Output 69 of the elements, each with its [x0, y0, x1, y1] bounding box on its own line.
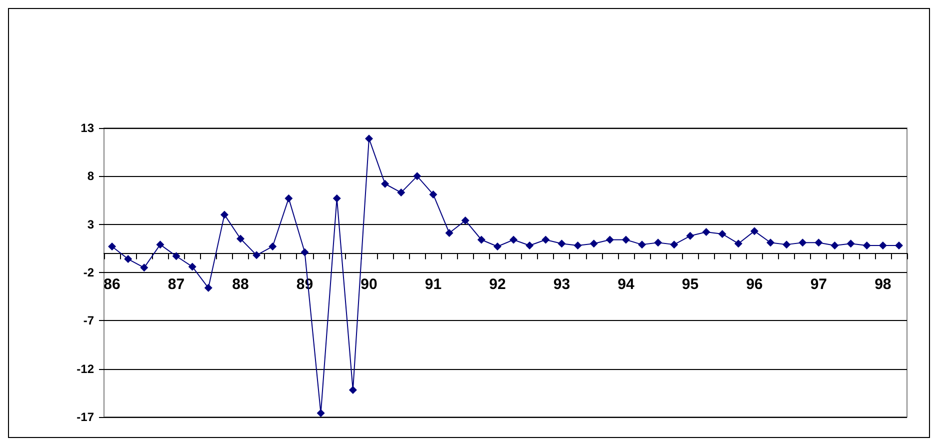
point [156, 240, 164, 249]
point [172, 252, 180, 260]
point [381, 180, 390, 188]
x-tick-label: 87 [168, 276, 185, 294]
x-tick-label: 98 [874, 276, 892, 294]
point [846, 240, 855, 248]
point [493, 242, 502, 250]
point [862, 242, 871, 250]
point [236, 234, 245, 243]
point [878, 242, 887, 250]
point [574, 242, 582, 250]
point [654, 238, 662, 247]
point [108, 242, 116, 250]
point [316, 409, 325, 418]
point [510, 236, 518, 244]
x-tick-label: 96 [746, 276, 763, 294]
x-tick-label: 91 [424, 276, 442, 294]
y-tick-label: -2 [83, 266, 94, 280]
point [284, 194, 293, 202]
point [413, 172, 422, 180]
y-tick-label: 3 [87, 217, 94, 232]
point [750, 227, 758, 236]
x-tick-label: 88 [232, 276, 249, 294]
point [188, 262, 196, 271]
point [477, 236, 486, 244]
point [445, 229, 454, 238]
point [894, 242, 903, 250]
y-tick-label: 8 [87, 169, 94, 184]
point [220, 210, 228, 219]
x-tick-label: 94 [618, 276, 635, 294]
point [542, 236, 550, 244]
point [348, 386, 357, 394]
point [782, 240, 791, 249]
point [140, 264, 148, 272]
point [830, 242, 839, 250]
point [204, 284, 212, 292]
point [364, 134, 373, 143]
point [461, 216, 470, 224]
y-tick-label: -7 [83, 314, 94, 328]
point [670, 240, 678, 249]
point [814, 238, 823, 247]
point [526, 242, 534, 250]
point [332, 194, 341, 202]
y-tick-label: -17 [76, 410, 94, 424]
point [718, 230, 726, 238]
point [429, 190, 438, 198]
y-tick-label: 13 [80, 121, 94, 135]
y-tick-label: -12 [76, 362, 94, 376]
point [252, 251, 261, 260]
point [397, 188, 406, 197]
point [686, 232, 694, 240]
point [268, 242, 277, 250]
point [124, 255, 132, 264]
point [766, 238, 774, 247]
x-tick-label: 95 [682, 276, 699, 294]
x-tick-label: 97 [810, 276, 828, 294]
x-tick-label: 86 [104, 276, 120, 294]
point [606, 236, 614, 244]
x-tick-label: 90 [360, 276, 378, 294]
point [798, 238, 807, 247]
x-tick-label: 92 [489, 276, 506, 294]
point [558, 240, 566, 248]
point [300, 248, 309, 256]
x-tick-label: 93 [553, 276, 570, 294]
point [734, 240, 742, 248]
point [638, 240, 646, 249]
point [702, 228, 710, 236]
point [590, 240, 598, 248]
point [622, 236, 630, 244]
